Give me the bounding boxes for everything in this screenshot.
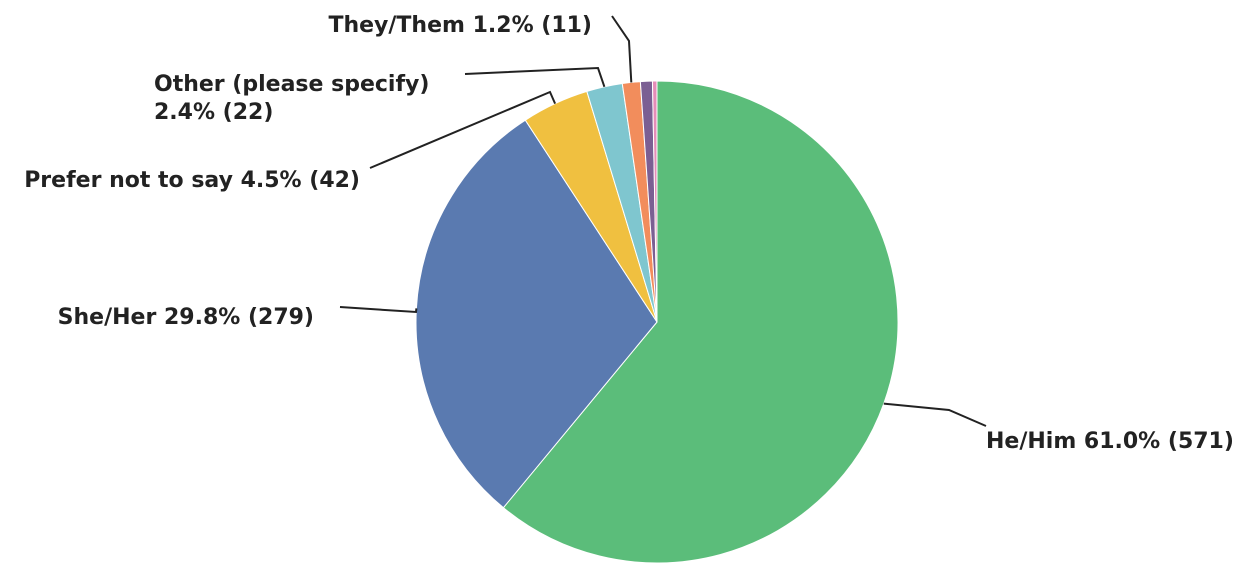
pie-labels: He/Him 61.0% (571) She/Her 29.8% (279) Pre… bbox=[24, 13, 1234, 454]
leader-line-she-her bbox=[339, 306, 418, 314]
pie-slices bbox=[415, 80, 899, 564]
leader-line-prefer-not-to-say bbox=[369, 90, 557, 169]
leader-line-he-him bbox=[883, 402, 987, 427]
data-label-line-other-please-specify-2: 2.4% (22) bbox=[154, 100, 273, 125]
data-label-he-him: He/Him 61.0% (571) bbox=[986, 429, 1234, 454]
leader-line-other-please-specify bbox=[464, 66, 606, 88]
data-label-line-he-him-1: He/Him 61.0% (571) bbox=[986, 429, 1234, 454]
data-label-prefer-not-to-say: Prefer not to say 4.5% (42) bbox=[24, 168, 360, 193]
data-label-they-them: They/Them 1.2% (11) bbox=[328, 13, 592, 38]
pie-slice-unlabeled-6 bbox=[651, 80, 658, 323]
pie-slice-she-her bbox=[415, 119, 658, 509]
data-label-line-other-please-specify-1: Other (please specify) bbox=[154, 72, 429, 97]
data-label-line-she-her-1: She/Her 29.8% (279) bbox=[58, 305, 314, 330]
data-label-line-they-them-1: They/Them 1.2% (11) bbox=[328, 13, 592, 38]
data-label-she-her: She/Her 29.8% (279) bbox=[58, 305, 314, 330]
pie-leader-lines bbox=[339, 15, 987, 427]
data-label-other-please-specify: Other (please specify) 2.4% (22) bbox=[154, 72, 429, 125]
data-label-line-prefer-not-to-say-1: Prefer not to say 4.5% (42) bbox=[24, 168, 360, 193]
pie-slice-he-him bbox=[502, 80, 899, 564]
leader-line-they-them bbox=[611, 15, 633, 83]
